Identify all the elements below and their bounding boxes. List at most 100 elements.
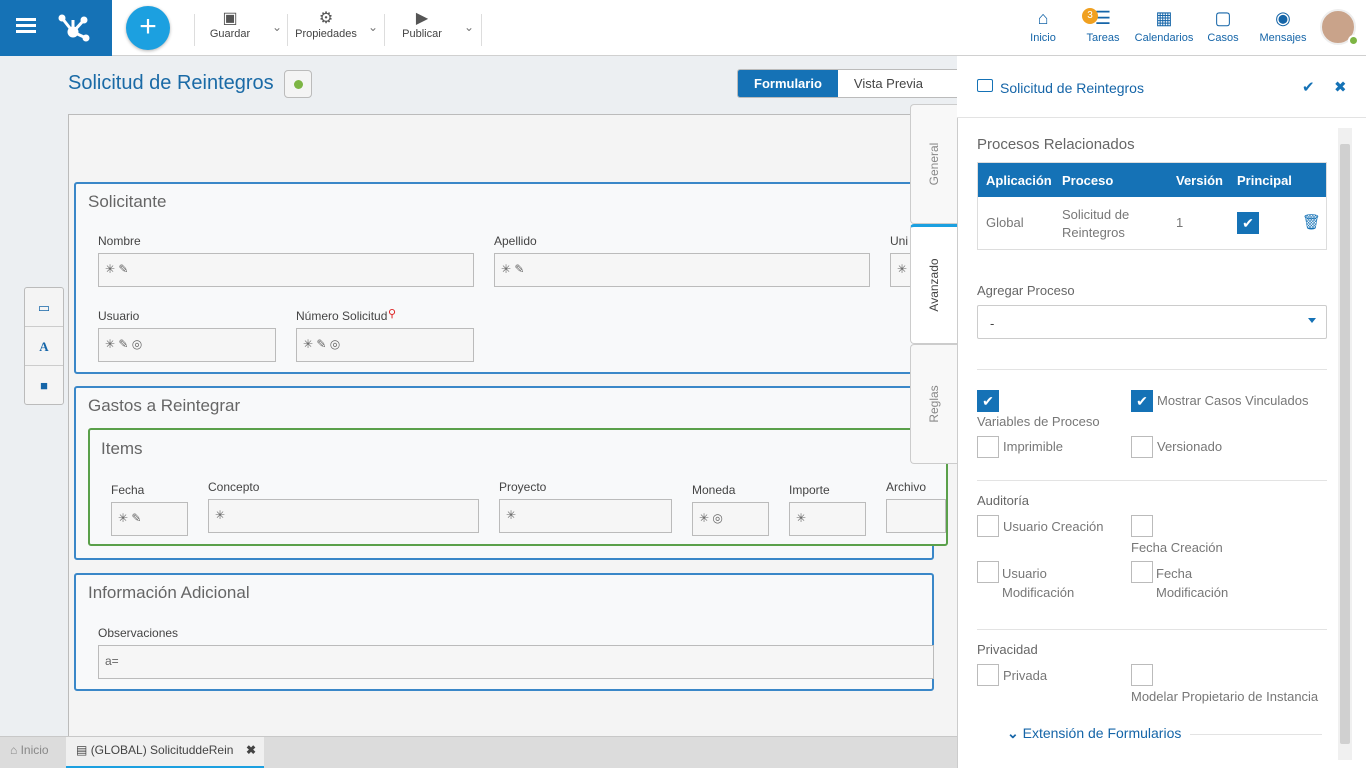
proyecto-field[interactable]: ✳ — [499, 499, 672, 533]
app-menu — [0, 0, 112, 56]
publish-dropdown[interactable]: ⌄ — [464, 20, 475, 34]
add-process-select[interactable]: - — [977, 305, 1327, 339]
hamburger-icon[interactable] — [16, 16, 36, 36]
panel-informacion[interactable]: Información Adicional Observaciones a= — [74, 573, 934, 691]
gear-icon: ⚙ — [318, 10, 334, 27]
field-label: Apellido — [494, 234, 537, 248]
nav-tasks[interactable]: ☰ Tareas — [1083, 8, 1123, 52]
nav-cases[interactable]: ▢ Casos — [1205, 8, 1241, 52]
column-header: Principal — [1237, 173, 1292, 188]
caret-down-icon — [1308, 318, 1316, 323]
field-label: Agregar Proceso — [977, 283, 1075, 298]
nav-home[interactable]: ⌂ Inicio — [1026, 8, 1060, 52]
usuario-field[interactable]: ✳ ✎ ◎ — [98, 328, 276, 362]
nav-messages[interactable]: ◉ Mensajes — [1259, 8, 1307, 44]
linked-cases-checkbox[interactable]: ✔ — [1131, 390, 1153, 412]
created-date-checkbox[interactable] — [1131, 515, 1153, 537]
tab-general[interactable]: General — [910, 104, 957, 224]
checkbox-label: Usuario Modificación — [1002, 566, 1075, 600]
tasks-icon: ☰ — [1094, 8, 1112, 28]
tab-preview[interactable]: Vista Previa — [853, 76, 924, 91]
calendar-icon: ▦ — [1155, 8, 1173, 28]
add-button[interactable]: + — [126, 6, 170, 50]
moneda-field[interactable]: ✳ ◎ — [692, 502, 769, 536]
column-label: Proyecto — [499, 480, 547, 494]
tab-avanzado[interactable]: Avanzado — [910, 224, 957, 344]
save-button[interactable]: ▣ Guardar — [205, 8, 255, 48]
publish-button[interactable]: ▶ Publicar — [398, 8, 446, 48]
checkbox-label: Variables de Proceso — [977, 414, 1100, 429]
nombre-field[interactable]: ✳ ✎ — [98, 253, 474, 287]
trash-icon[interactable]: 🗑 — [1302, 214, 1322, 231]
private-checkbox[interactable] — [977, 664, 999, 686]
save-dropdown[interactable]: ⌄ — [272, 20, 283, 34]
panel-title: Información Adicional — [88, 583, 250, 602]
field-label: Observaciones — [98, 626, 179, 640]
printable-checkbox[interactable] — [977, 436, 999, 458]
section-title: Procesos Relacionados — [977, 136, 1135, 153]
bottom-tab-form[interactable]: ▤ (GLOBAL) SolicituddeRein ✖ — [66, 737, 264, 768]
form-extension-toggle[interactable]: ⌄ Extensión de Formularios — [1007, 725, 1182, 741]
tab-reglas[interactable]: Reglas — [910, 344, 957, 464]
save-icon: ▣ — [222, 10, 238, 27]
panel-title: Gastos a Reintegrar — [88, 396, 241, 415]
form-icon — [977, 79, 993, 92]
tab-form[interactable]: Formulario — [738, 70, 838, 97]
checkbox-label: Privada — [1003, 668, 1048, 683]
panel-solicitante[interactable]: Solicitante Nombre ✳ ✎ Apellido ✳ ✎ Uni … — [74, 182, 934, 374]
field-label: Número Solicitud — [296, 309, 388, 323]
modified-date-checkbox[interactable] — [1131, 561, 1153, 583]
checkbox-label: Versionado — [1157, 439, 1223, 454]
observaciones-field[interactable]: a= — [98, 645, 934, 679]
checkbox-label: Fecha Modificación — [1156, 566, 1229, 600]
column-label: Importe — [789, 483, 830, 497]
home-icon: ⌂ — [1037, 8, 1049, 28]
column-label: Concepto — [208, 480, 260, 494]
properties-dropdown[interactable]: ⌄ — [368, 20, 379, 34]
close-icon[interactable]: ✖ — [1334, 79, 1347, 96]
owner-checkbox[interactable] — [1131, 664, 1153, 686]
nav-calendars[interactable]: ▦ Calendarios — [1134, 8, 1194, 44]
numero-solicitud-field[interactable]: ✳ ✎ ◎ — [296, 328, 474, 362]
grid-title: Items — [101, 439, 143, 458]
column-header: Aplicación — [986, 173, 1052, 188]
online-status-dot — [1348, 35, 1359, 46]
principal-checkbox[interactable]: ✔ — [1237, 212, 1259, 234]
status-indicator[interactable] — [284, 70, 312, 98]
left-toolbox: ▭ A ■ — [24, 287, 64, 405]
concepto-field[interactable]: ✳ — [208, 499, 479, 533]
chevron-down-icon: ⌄ — [1007, 725, 1019, 741]
column-label: Fecha — [111, 483, 145, 497]
versioned-checkbox[interactable] — [1131, 436, 1153, 458]
process-variables-checkbox[interactable]: ✔ — [977, 390, 999, 412]
properties-header: Solicitud de Reintegros ✔ ✖ — [957, 56, 1366, 118]
home-icon: ⌂ — [10, 743, 18, 757]
fecha-field[interactable]: ✳ ✎ — [111, 502, 188, 536]
properties-title: Solicitud de Reintegros — [1000, 80, 1144, 96]
items-grid[interactable]: Items Fecha ✳ ✎ Concepto ✳ Proyecto ✳ Mo… — [88, 428, 948, 546]
bottom-tab-home[interactable]: ⌂ Inicio — [10, 743, 49, 757]
close-icon[interactable]: ✖ — [245, 743, 256, 757]
check-icon[interactable]: ✔ — [1302, 79, 1315, 96]
view-tabs: Formulario Vista Previa — [737, 69, 961, 98]
properties-button[interactable]: ⚙ Propiedades — [292, 8, 360, 48]
field-label: Usuario — [98, 309, 140, 323]
field-label: Uni — [890, 234, 909, 248]
text-icon[interactable]: A — [25, 327, 63, 366]
checkbox-label: Modelar Propietario de Instancia — [1131, 689, 1319, 704]
play-icon: ▶ — [415, 10, 429, 27]
panel-gastos[interactable]: Gastos a Reintegrar Items Fecha ✳ ✎ Conc… — [74, 386, 948, 560]
cube-icon[interactable]: ■ — [40, 378, 48, 393]
apellido-field[interactable]: ✳ ✎ — [494, 253, 870, 287]
scrollbar[interactable] — [1338, 128, 1352, 760]
modified-user-checkbox[interactable] — [977, 561, 999, 583]
key-icon: ⚲ — [388, 308, 397, 320]
archivo-field[interactable] — [886, 499, 946, 533]
checkbox-label: Mostrar Casos Vinculados — [1157, 393, 1309, 408]
checkbox-label: Imprimible — [1003, 439, 1063, 454]
column-label: Moneda — [692, 483, 736, 497]
laptop-icon[interactable]: ▭ — [25, 288, 63, 327]
importe-field[interactable]: ✳ — [789, 502, 866, 536]
table-row[interactable]: Global Solicitud de Reintegros 1 ✔ 🗑 — [986, 207, 1322, 240]
created-user-checkbox[interactable] — [977, 515, 999, 537]
